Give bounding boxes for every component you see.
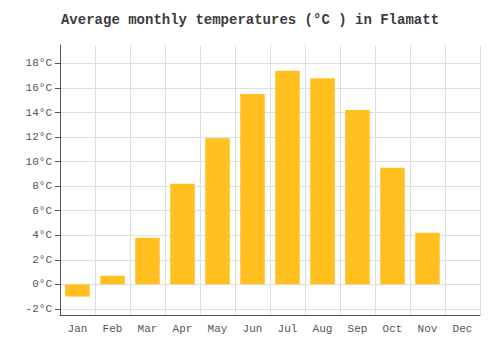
svg-text:14°C: 14°C	[26, 107, 53, 119]
svg-text:Apr: Apr	[173, 323, 193, 335]
svg-text:Sep: Sep	[348, 323, 368, 335]
svg-text:8°C: 8°C	[32, 180, 52, 192]
svg-text:Mar: Mar	[138, 323, 158, 335]
svg-text:Jan: Jan	[68, 323, 88, 335]
svg-text:Jun: Jun	[243, 323, 263, 335]
svg-text:-2°C: -2°C	[26, 303, 53, 315]
svg-text:May: May	[208, 323, 228, 335]
svg-text:Nov: Nov	[418, 323, 438, 335]
svg-text:2°C: 2°C	[32, 254, 52, 266]
svg-text:0°C: 0°C	[32, 278, 52, 290]
svg-text:Feb: Feb	[103, 323, 123, 335]
svg-text:12°C: 12°C	[26, 131, 53, 143]
svg-text:Dec: Dec	[453, 323, 473, 335]
svg-text:18°C: 18°C	[26, 57, 53, 69]
svg-text:16°C: 16°C	[26, 82, 53, 94]
svg-text:Jul: Jul	[278, 323, 298, 335]
svg-text:Average monthly temperatures (: Average monthly temperatures (°C ) in Fl…	[61, 12, 439, 28]
svg-text:Oct: Oct	[383, 323, 403, 335]
svg-text:6°C: 6°C	[32, 205, 52, 217]
svg-text:10°C: 10°C	[26, 156, 53, 168]
svg-text:Aug: Aug	[313, 323, 333, 335]
svg-text:4°C: 4°C	[32, 229, 52, 241]
